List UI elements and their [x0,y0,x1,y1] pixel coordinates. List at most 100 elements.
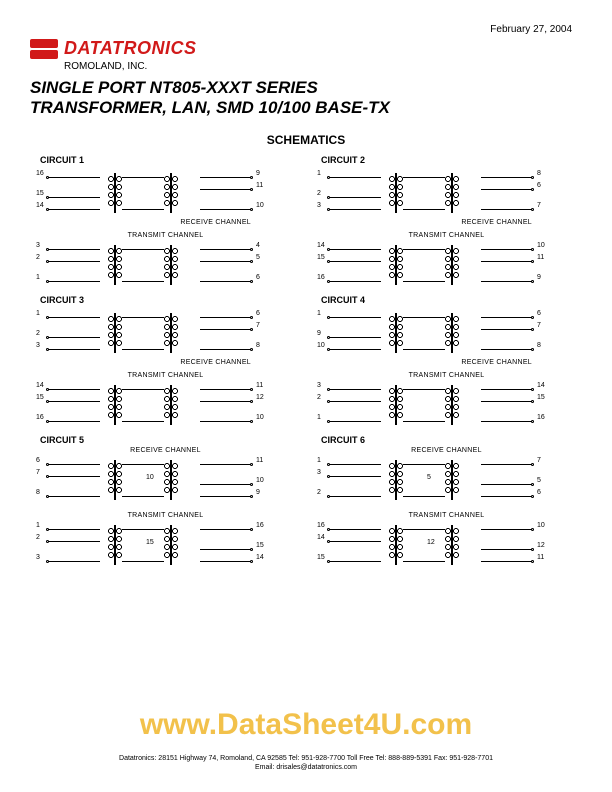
channel-label: RECEIVE CHANNEL [40,447,291,454]
pin-label: 11 [256,182,263,189]
pin-label: 3 [317,202,321,209]
pin-label: 7 [256,322,260,329]
pin-label: 1 [36,522,40,529]
channel-label: RECEIVE CHANNEL [321,447,572,454]
circuit-cell: CIRCUIT 5RECEIVE CHANNEL6781110910TRANSM… [40,435,291,571]
pin-label: 2 [317,394,321,401]
pin-label: 6 [537,310,541,317]
footer-line-2: Email: drisales@datatronics.com [30,763,582,772]
circuit-cell: CIRCUIT 6RECEIVE CHANNEL1327565TRANSMIT … [321,435,572,571]
pin-label: 6 [256,310,260,317]
circuit-grid: CIRCUIT 116151491110RECEIVE CHANNELTRANS… [30,155,582,571]
pin-label: 7 [36,469,40,476]
pin-label: 1 [317,310,321,317]
pin-label: 7 [537,457,541,464]
pin-label: 4 [256,242,260,249]
page-title: SINGLE PORT NT805-XXXT SERIES TRANSFORME… [30,78,582,119]
date: February 27, 2004 [490,24,572,35]
page: February 27, 2004 DATATRONICS ROMOLAND, … [0,0,612,792]
pin-label: 1 [36,310,40,317]
circuit-label: CIRCUIT 6 [321,435,572,445]
circuit-label: CIRCUIT 5 [40,435,291,445]
footer: Datatronics: 28151 Highway 74, Romoland,… [30,754,582,772]
schematic-block: 321456 [40,239,260,291]
pin-label: 1 [317,414,321,421]
pin-label: 14 [537,382,545,389]
channel-label: RECEIVE CHANNEL [40,359,291,366]
pin-label: 9 [317,330,321,337]
channel-label: TRANSMIT CHANNEL [40,232,291,239]
circuit-label: CIRCUIT 2 [321,155,572,165]
pin-label: 16 [36,170,44,177]
circuit-label: CIRCUIT 3 [40,295,291,305]
pin-label: 2 [36,534,40,541]
company-logo-text: DATATRONICS [64,38,196,59]
footer-line-1: Datatronics: 28151 Highway 74, Romoland,… [30,754,582,763]
schematic-block: 321141516 [321,379,541,431]
pin-label: 1 [317,170,321,177]
circuit-label: CIRCUIT 1 [40,155,291,165]
circuit-label: CIRCUIT 4 [321,295,572,305]
pin-label: 5 [256,254,260,261]
pin-label: 9 [256,489,260,496]
pin-label: 16 [36,414,44,421]
channel-label: TRANSMIT CHANNEL [40,512,291,519]
schematic-block: 16141510121112 [321,519,541,571]
pin-label: 6 [537,182,541,189]
channel-label: TRANSMIT CHANNEL [321,512,572,519]
schematic-block: 1910678 [321,307,541,359]
pin-label: 2 [36,254,40,261]
pin-label: 12 [256,394,264,401]
pin-label: 11 [537,254,544,261]
schematic-block: 14151610119 [321,239,541,291]
pin-label: 11 [256,382,263,389]
pin-label: 16 [317,274,325,281]
company-subtitle: ROMOLAND, INC. [64,61,582,72]
pin-label: 15 [36,394,44,401]
pin-label: 16 [317,522,325,529]
pin-label: 6 [36,457,40,464]
pin-label: 8 [537,170,541,177]
channel-label: RECEIVE CHANNEL [321,219,572,226]
channel-label: TRANSMIT CHANNEL [321,232,572,239]
pin-label: 10 [537,242,545,249]
schematic-block: 141516111210 [40,379,260,431]
pin-label: 6 [537,489,541,496]
pin-label: 8 [537,342,541,349]
pin-label: 10 [256,202,264,209]
pin-label: 3 [317,382,321,389]
pin-label: 16 [537,414,545,421]
pin-label: 14 [36,382,44,389]
pin-label: 16 [256,522,264,529]
pin-label: 8 [36,489,40,496]
schematic-block: 123678 [40,307,260,359]
pin-label: 11 [537,554,544,561]
circuit-cell: CIRCUIT 2123867RECEIVE CHANNELTRANSMIT C… [321,155,572,291]
pin-label: 10 [537,522,545,529]
pin-label: 1 [317,457,321,464]
schematic-block: 123867 [321,167,541,219]
pin-label: 3 [317,469,321,476]
logo-icon [30,39,58,59]
pin-label: 3 [36,342,40,349]
channel-label: RECEIVE CHANNEL [321,359,572,366]
section-heading: SCHEMATICS [30,133,582,147]
pin-label: 1 [36,274,40,281]
pin-label: 8 [256,342,260,349]
channel-label: TRANSMIT CHANNEL [40,372,291,379]
pin-label: 14 [317,534,325,541]
channel-label: TRANSMIT CHANNEL [321,372,572,379]
pin-label: 15 [36,190,44,197]
channel-label: RECEIVE CHANNEL [40,219,291,226]
pin-label: 9 [537,274,541,281]
pin-label: 5 [537,477,541,484]
pin-label: 11 [256,457,263,464]
pin-label: 7 [537,322,541,329]
pin-label: 6 [256,274,260,281]
pin-label: 15 [317,254,325,261]
pin-label: 10 [256,414,264,421]
schematic-block: 16151491110 [40,167,260,219]
pin-label: 9 [256,170,260,177]
center-tap-label: 10 [146,474,154,481]
watermark: www.DataSheet4U.com [0,708,612,742]
